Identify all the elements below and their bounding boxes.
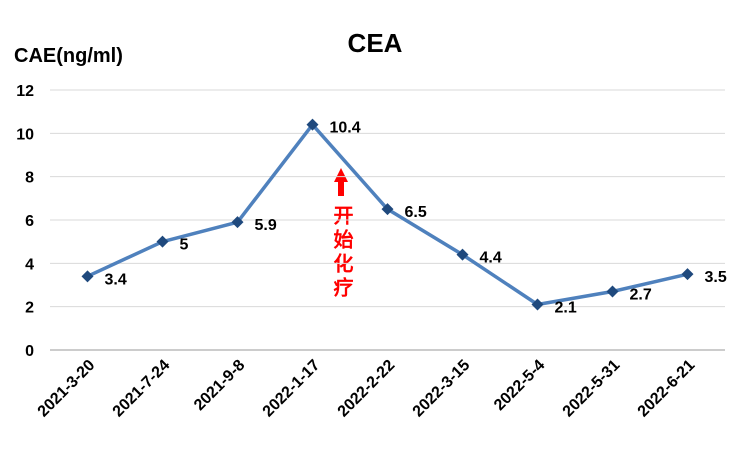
data-label: 5.9 [255,217,277,234]
chart-title: CEA [348,28,403,58]
annotation-arrow [334,168,348,196]
marker [681,268,694,281]
marker [81,270,94,283]
data-label: 2.1 [555,300,577,317]
marker [306,118,319,131]
x-tick-label: 2022-6-21 [635,357,699,421]
marker [456,248,469,261]
x-tick-label: 2021-3-20 [35,357,99,421]
data-label: 3.5 [705,269,727,286]
marker [606,285,619,298]
marker [381,203,394,216]
y-tick-label: 0 [25,343,34,360]
y-tick-label: 8 [25,170,34,187]
y-tick-label: 6 [25,213,34,230]
x-tick-label: 2021-7-24 [110,357,174,421]
marker [156,235,169,248]
y-axis-label: CAE(ng/ml) [14,45,123,67]
x-tick-label: 2022-5-31 [560,357,624,421]
data-label: 10.4 [330,120,361,137]
y-tick-label: 2 [25,300,34,317]
y-tick-label: 12 [16,83,34,100]
data-label: 6.5 [405,204,427,221]
data-label: 5 [180,237,189,254]
x-tick-label: 2022-2-22 [335,357,399,421]
x-tick-label: 2022-5-4 [491,357,548,414]
data-label: 2.7 [630,287,652,304]
y-tick-label: 4 [25,256,34,273]
marker [231,216,244,229]
x-tick-label: 2021-9-8 [191,357,248,414]
annotation: 开始化疗 [330,205,353,301]
x-tick-label: 2022-3-15 [410,357,474,421]
data-label: 4.4 [480,250,502,267]
x-tick-label: 2022-1-17 [260,357,324,421]
marker [531,298,544,311]
data-label: 3.4 [105,271,127,288]
y-tick-label: 10 [16,126,34,143]
